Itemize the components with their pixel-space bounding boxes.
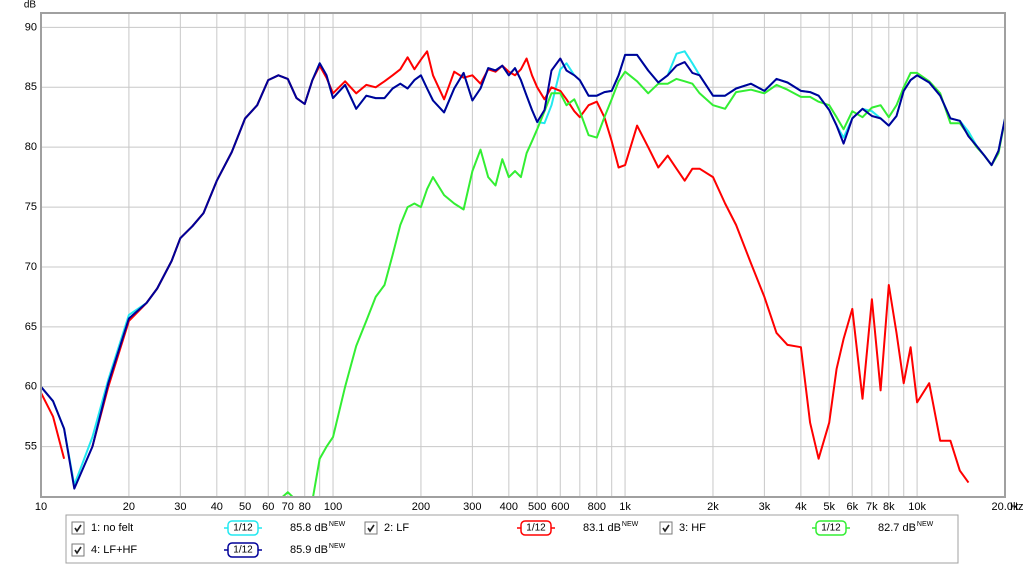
x-tick-label: 2k <box>707 501 719 513</box>
legend-item: 4: LF+HF 1/12 85.9 dB NEW <box>71 542 346 558</box>
legend-checkbox[interactable] <box>71 521 85 535</box>
legend-checkbox[interactable] <box>71 543 85 557</box>
legend-item: 1: no felt 1/12 85.8 dB NEW <box>71 520 346 536</box>
x-tick-label: 4k <box>795 501 807 513</box>
x-tick-label: 200 <box>412 501 430 513</box>
plot-frame <box>40 12 1006 498</box>
y-tick-label: 70 <box>25 261 37 273</box>
x-tick-label: 600 <box>551 501 569 513</box>
plot-area <box>41 13 1005 497</box>
x-unit: Hz <box>1010 501 1023 513</box>
x-tick-label: 8k <box>883 501 895 513</box>
x-tick-label: 5k <box>823 501 835 513</box>
checkmark <box>367 524 375 533</box>
y-tick-label: 90 <box>25 21 37 33</box>
smoothing-label: 1/12 <box>526 523 546 534</box>
legend-checkbox[interactable] <box>364 521 378 535</box>
x-tick-label: 50 <box>239 501 251 513</box>
legend-label: 3: HF <box>679 522 706 534</box>
checkmark <box>662 524 670 533</box>
legend-level: 83.1 dB <box>583 522 621 534</box>
legend-level: 82.7 dB <box>878 522 916 534</box>
x-tick-label: 400 <box>500 501 518 513</box>
legend: 1: no felt 1/12 85.8 dB NEW 2: LF 1/12 83.1 dB… <box>71 520 934 558</box>
smoothing-icon[interactable] <box>520 520 552 536</box>
x-tick-label: 10k <box>908 501 926 513</box>
x-tick-label: 500 <box>528 501 546 513</box>
smoothing-label: 1/12 <box>821 523 841 534</box>
legend-box <box>65 514 959 564</box>
legend-item: 3: HF 1/12 82.7 dB NEW <box>659 520 934 536</box>
legend-level: 85.9 dB <box>290 544 328 556</box>
smoothing-label: 1/12 <box>233 545 253 556</box>
x-tick-label: 7k <box>866 501 878 513</box>
legend-badge: NEW <box>917 521 934 528</box>
y-tick-label: 65 <box>25 321 37 333</box>
smoothing-icon[interactable] <box>227 542 259 558</box>
legend-checkbox[interactable] <box>659 521 673 535</box>
x-tick-label: 100 <box>324 501 342 513</box>
x-tick-label: 10 <box>35 501 47 513</box>
legend-badge: NEW <box>329 543 346 550</box>
x-tick-label: 20 <box>123 501 135 513</box>
legend-label: 2: LF <box>384 522 409 534</box>
legend-label: 4: LF+HF <box>91 544 137 556</box>
legend-badge: NEW <box>329 521 346 528</box>
legend-label: 1: no felt <box>91 522 133 534</box>
x-tick-label: 300 <box>463 501 481 513</box>
series-line <box>280 70 1005 497</box>
y-tick-label: 75 <box>25 201 37 213</box>
y-tick-label: 60 <box>25 381 37 393</box>
x-tick-label: 6k <box>846 501 858 513</box>
legend-level: 85.8 dB <box>290 522 328 534</box>
x-tick-label: 30 <box>174 501 186 513</box>
x-tick-label: 40 <box>211 501 223 513</box>
legend-badge: NEW <box>622 521 639 528</box>
x-tick-label: 1k <box>619 501 631 513</box>
series-line <box>41 53 1005 490</box>
x-tick-label: 70 <box>282 501 294 513</box>
legend-item: 2: LF 1/12 83.1 dB NEW <box>364 520 639 536</box>
y-unit: dB <box>24 0 37 11</box>
y-tick-label: 85 <box>25 81 37 93</box>
smoothing-label: 1/12 <box>233 523 253 534</box>
x-tick-label: 3k <box>759 501 771 513</box>
checkmark <box>74 546 82 555</box>
checkmark <box>74 524 82 533</box>
smoothing-icon[interactable] <box>227 520 259 536</box>
x-tick-label: 80 <box>299 501 311 513</box>
y-tick-label: 55 <box>25 441 37 453</box>
smoothing-icon[interactable] <box>815 520 847 536</box>
y-tick-label: 80 <box>25 141 37 153</box>
x-tick-label: 20.0k <box>992 501 1019 513</box>
x-tick-label: 800 <box>588 501 606 513</box>
lines <box>41 50 1005 497</box>
x-tick-label: 60 <box>262 501 274 513</box>
